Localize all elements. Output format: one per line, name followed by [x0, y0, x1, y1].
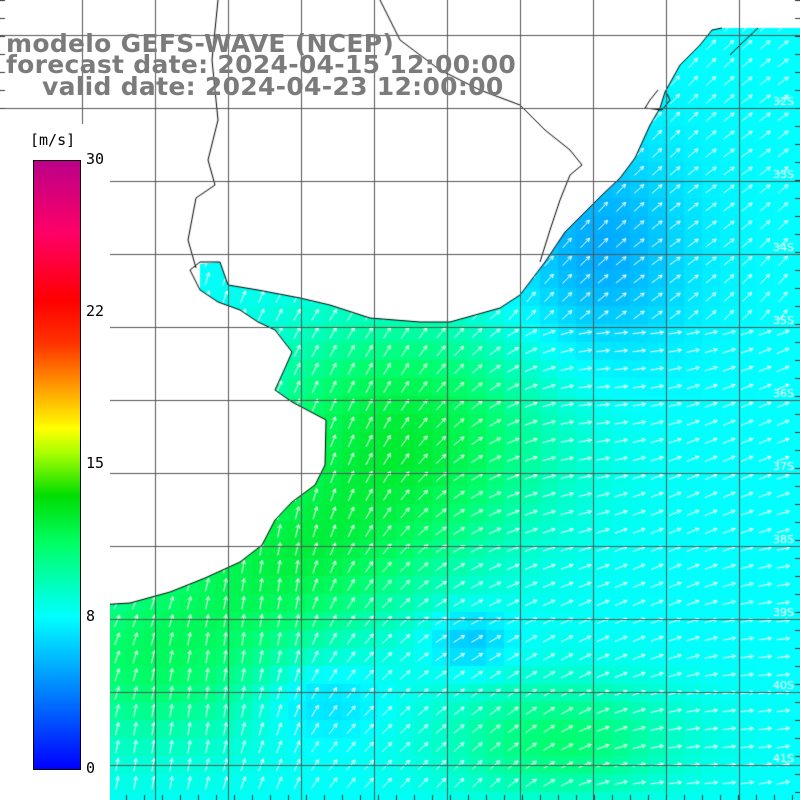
title-forecast-date: forecast date: 2024-04-15 12:00:00 [6, 50, 517, 79]
colorbar-unit: [m/s] [30, 131, 76, 149]
title-valid-date: valid date: 2024-04-23 12:00:00 [42, 72, 504, 101]
colorbar-tick-label: 0 [86, 759, 96, 777]
colorbar [33, 160, 81, 770]
colorbar-tick-label: 15 [86, 454, 105, 472]
colorbar-tick-label: 30 [86, 150, 105, 168]
colorbar-tick-label: 22 [86, 302, 105, 320]
colorbar-tick-label: 8 [86, 607, 96, 625]
title-model: modelo GEFS-WAVE (NCEP) [6, 29, 395, 58]
